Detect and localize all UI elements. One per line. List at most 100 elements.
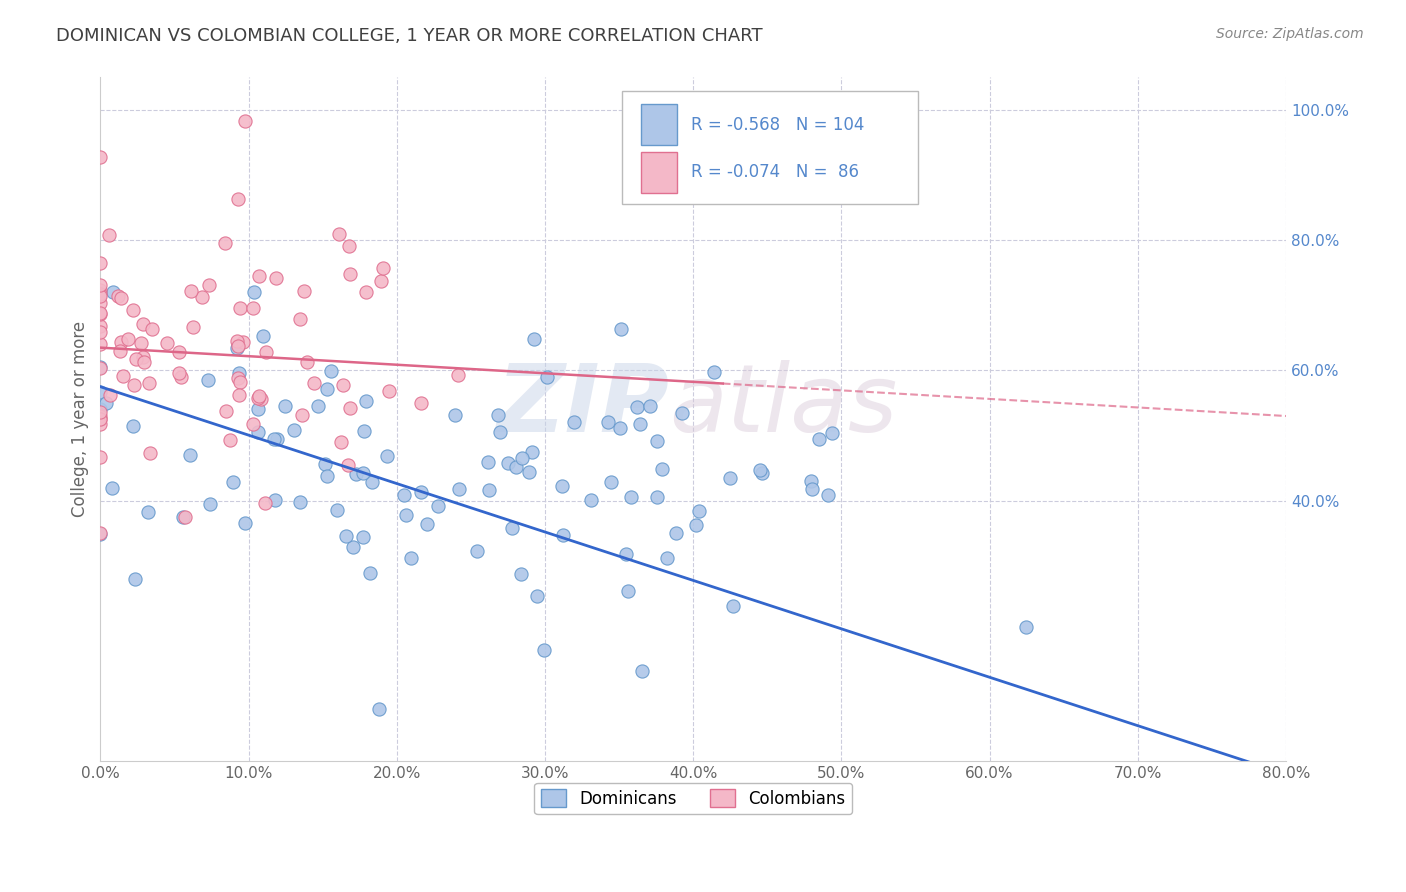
- Point: [89, 308, 111, 322]
- Point: [536, 370, 558, 384]
- Point: [139, 446, 162, 460]
- Point: [214, 235, 236, 250]
- Point: [520, 444, 543, 458]
- Point: [89, 409, 111, 423]
- Point: [297, 354, 319, 368]
- Point: [89, 450, 111, 464]
- Point: [89, 384, 111, 399]
- Point: [89, 283, 111, 297]
- Point: [290, 495, 312, 509]
- Point: [751, 466, 773, 480]
- Point: [124, 573, 146, 587]
- Point: [233, 114, 256, 128]
- Point: [283, 423, 305, 437]
- Point: [620, 490, 643, 504]
- Text: Source: ZipAtlas.com: Source: ZipAtlas.com: [1216, 27, 1364, 41]
- Point: [173, 510, 195, 524]
- Point: [89, 149, 111, 163]
- Point: [609, 421, 631, 435]
- Point: [665, 526, 688, 541]
- FancyBboxPatch shape: [621, 91, 918, 204]
- Point: [138, 376, 160, 390]
- Point: [197, 373, 219, 387]
- Point: [94, 396, 117, 410]
- Point: [101, 285, 124, 300]
- Point: [1015, 620, 1038, 634]
- Point: [291, 408, 314, 422]
- Point: [179, 448, 201, 462]
- Point: [219, 433, 242, 447]
- Point: [489, 425, 512, 440]
- Point: [226, 339, 249, 353]
- Point: [274, 399, 297, 413]
- Point: [122, 303, 145, 318]
- Point: [807, 432, 830, 446]
- Point: [266, 432, 288, 446]
- Point: [264, 271, 287, 285]
- Point: [510, 451, 533, 466]
- Point: [89, 411, 111, 425]
- Point: [748, 463, 770, 477]
- Point: [180, 285, 202, 299]
- Point: [598, 416, 620, 430]
- Point: [519, 466, 541, 480]
- Point: [156, 336, 179, 351]
- Point: [108, 343, 131, 358]
- Point: [319, 364, 342, 378]
- Point: [247, 389, 270, 403]
- Point: [378, 384, 401, 399]
- Point: [651, 462, 673, 476]
- Point: [370, 274, 392, 288]
- Point: [467, 544, 489, 558]
- Text: atlas: atlas: [669, 360, 897, 451]
- Point: [336, 458, 359, 473]
- Point: [352, 530, 374, 544]
- Point: [89, 417, 111, 431]
- Point: [339, 267, 361, 281]
- Point: [170, 370, 193, 384]
- Point: [486, 409, 509, 423]
- Point: [228, 367, 250, 381]
- Point: [392, 488, 415, 502]
- Point: [703, 365, 725, 379]
- Point: [129, 336, 152, 351]
- Point: [614, 547, 637, 561]
- Point: [98, 387, 121, 401]
- Point: [307, 399, 329, 413]
- Point: [132, 351, 155, 365]
- Point: [314, 457, 336, 471]
- Point: [136, 505, 159, 519]
- Point: [411, 396, 433, 410]
- Point: [250, 392, 273, 406]
- Point: [368, 702, 391, 716]
- Point: [89, 527, 111, 541]
- Bar: [641, 104, 676, 145]
- Point: [229, 375, 252, 389]
- Point: [600, 475, 623, 489]
- Point: [252, 329, 274, 343]
- Point: [416, 516, 439, 531]
- Point: [89, 326, 111, 340]
- Point: [723, 599, 745, 614]
- Point: [101, 481, 124, 495]
- Point: [509, 567, 531, 582]
- Point: [359, 566, 381, 580]
- Point: [342, 540, 364, 554]
- Point: [328, 227, 350, 241]
- Point: [339, 239, 361, 253]
- Point: [399, 551, 422, 566]
- Point: [89, 405, 111, 419]
- Point: [112, 369, 135, 384]
- Point: [121, 419, 143, 434]
- Point: [247, 401, 270, 416]
- Point: [254, 345, 277, 359]
- Point: [477, 455, 499, 469]
- Point: [246, 391, 269, 405]
- Point: [132, 317, 155, 331]
- Point: [671, 406, 693, 420]
- Point: [501, 521, 523, 535]
- Point: [232, 335, 254, 350]
- Point: [263, 432, 285, 446]
- Point: [562, 415, 585, 429]
- Point: [89, 401, 111, 416]
